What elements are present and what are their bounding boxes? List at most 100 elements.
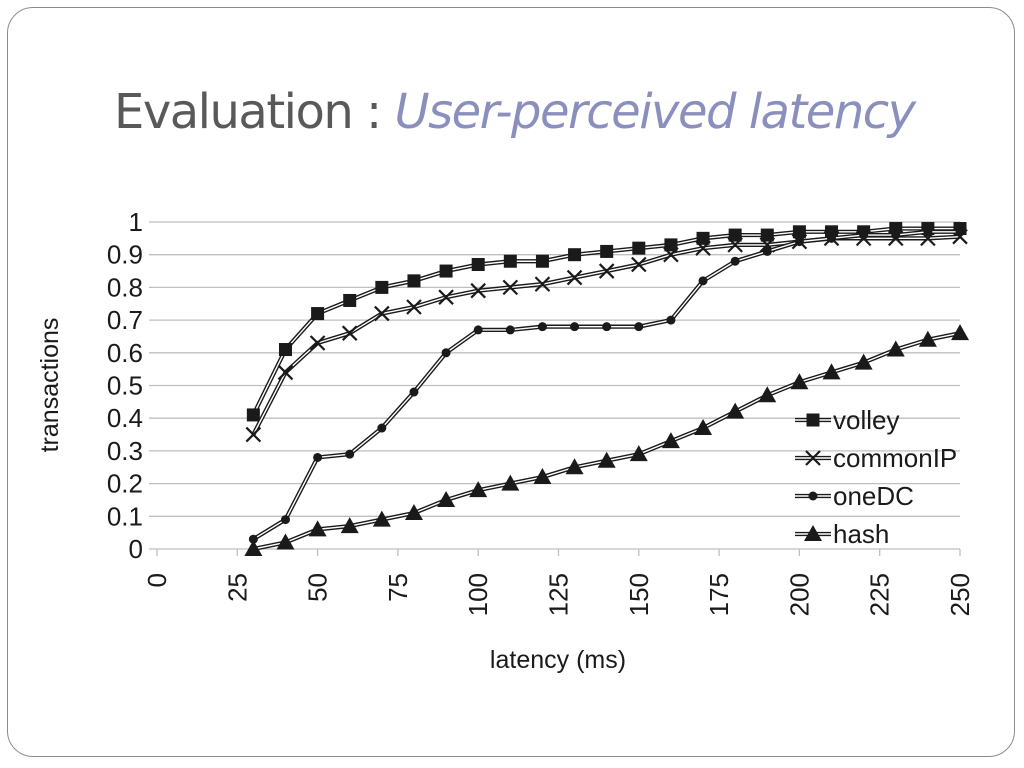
y-tick-label: 0.3 (107, 436, 143, 466)
x-tick-label: 250 (945, 573, 975, 616)
legend-label: oneDC (833, 481, 914, 511)
data-point-triangle (804, 525, 822, 541)
data-point-x (598, 263, 615, 279)
data-point-triangle (565, 458, 584, 475)
x-tick-label: 50 (303, 573, 333, 602)
legend-item-oneDC: oneDC (795, 481, 914, 511)
x-tick-label: 25 (222, 573, 252, 602)
data-point-triangle (308, 520, 327, 537)
data-point-triangle (501, 474, 520, 491)
data-point-circle (808, 491, 818, 501)
data-point-x (341, 325, 358, 341)
legend-item-volley: volley (795, 405, 899, 435)
data-point-triangle (533, 468, 552, 485)
data-point-circle (634, 322, 644, 332)
data-point-triangle (244, 540, 263, 556)
data-point-square (889, 222, 903, 236)
data-point-circle (666, 315, 676, 325)
slide-frame (7, 7, 1015, 757)
y-tick-label: 0 (129, 534, 143, 564)
data-point-x (663, 246, 679, 263)
x-tick-label: 200 (784, 573, 814, 616)
legend-label: hash (833, 519, 889, 549)
x-tick-label: 175 (704, 573, 734, 616)
data-point-triangle (661, 432, 680, 449)
data-point-x (631, 256, 647, 273)
series-hash (244, 324, 969, 556)
data-point-circle (730, 256, 740, 266)
data-point-square (664, 238, 678, 252)
title-accent: User-perceived latency (394, 84, 916, 140)
data-point-square (246, 408, 260, 422)
legend-item-commonIP: commonIP (795, 443, 957, 473)
data-point-square (503, 254, 517, 268)
data-point-circle (248, 534, 258, 544)
data-point-x (805, 450, 821, 466)
y-tick-label: 0.9 (107, 240, 143, 270)
data-point-triangle (918, 330, 937, 347)
data-point-circle (409, 387, 419, 397)
data-point-triangle (469, 481, 488, 498)
y-tick-label: 0.6 (107, 338, 143, 368)
y-tick-label: 0.4 (107, 403, 143, 433)
x-tick-label: 150 (624, 573, 654, 616)
y-tick-label: 0.2 (107, 469, 143, 499)
x-tick-label: 125 (544, 573, 574, 616)
data-point-triangle (886, 340, 905, 357)
y-tick-label: 0.8 (107, 272, 143, 302)
data-point-x (406, 299, 422, 315)
series-volley (246, 222, 967, 422)
data-point-square (439, 264, 453, 278)
data-point-triangle (404, 504, 423, 521)
x-tick-label: 100 (463, 573, 493, 616)
legend-item-hash: hash (795, 519, 889, 549)
data-point-square (471, 258, 485, 272)
slide-title: Evaluation : User-perceived latency (114, 84, 994, 154)
data-point-triangle (790, 373, 809, 390)
data-point-square (760, 228, 774, 242)
data-point-x (277, 364, 294, 381)
data-point-circle (345, 449, 355, 459)
data-point-triangle (726, 402, 745, 419)
series-lines (244, 222, 969, 556)
data-point-square (792, 225, 806, 239)
data-point-triangle (694, 419, 713, 436)
data-point-x (502, 279, 519, 296)
y-axis-title: transactions (36, 318, 64, 453)
x-tick-label: 225 (865, 573, 895, 616)
data-point-x (566, 269, 583, 286)
data-point-circle (280, 515, 290, 525)
legend-label: commonIP (833, 443, 957, 473)
data-point-x (695, 240, 711, 256)
title-plain: Evaluation : (114, 84, 395, 140)
data-point-square (696, 231, 710, 245)
data-point-x (534, 276, 551, 292)
data-point-triangle (854, 353, 873, 370)
y-tick-labels: 00.10.20.30.40.50.60.70.80.91 (107, 207, 143, 564)
data-point-square (343, 293, 357, 307)
data-point-square (632, 241, 646, 255)
y-tick-label: 0.7 (107, 305, 143, 335)
x-axis-title: latency (ms) (490, 646, 626, 674)
data-point-circle (537, 322, 547, 332)
data-point-circle (923, 227, 933, 237)
data-point-square (375, 280, 389, 294)
data-point-x (245, 426, 262, 443)
legend-label: volley (833, 405, 899, 435)
data-point-square (600, 244, 614, 258)
data-point-x (309, 335, 326, 351)
data-point-circle (762, 246, 772, 256)
data-point-circle (570, 322, 580, 332)
data-point-triangle (758, 386, 777, 403)
legend: volley commonIP oneDC hash (795, 405, 957, 549)
data-point-triangle (597, 451, 616, 468)
x-tick-labels: 0 25 50 75 100 125 150 175 200 225 250 (142, 573, 975, 616)
data-point-triangle (276, 533, 295, 550)
y-tick-label: 0.5 (107, 371, 143, 401)
data-point-square (535, 254, 549, 268)
data-point-triangle (437, 490, 456, 507)
data-point-circle (602, 322, 612, 332)
data-point-x (438, 289, 454, 305)
data-point-square (278, 343, 292, 357)
